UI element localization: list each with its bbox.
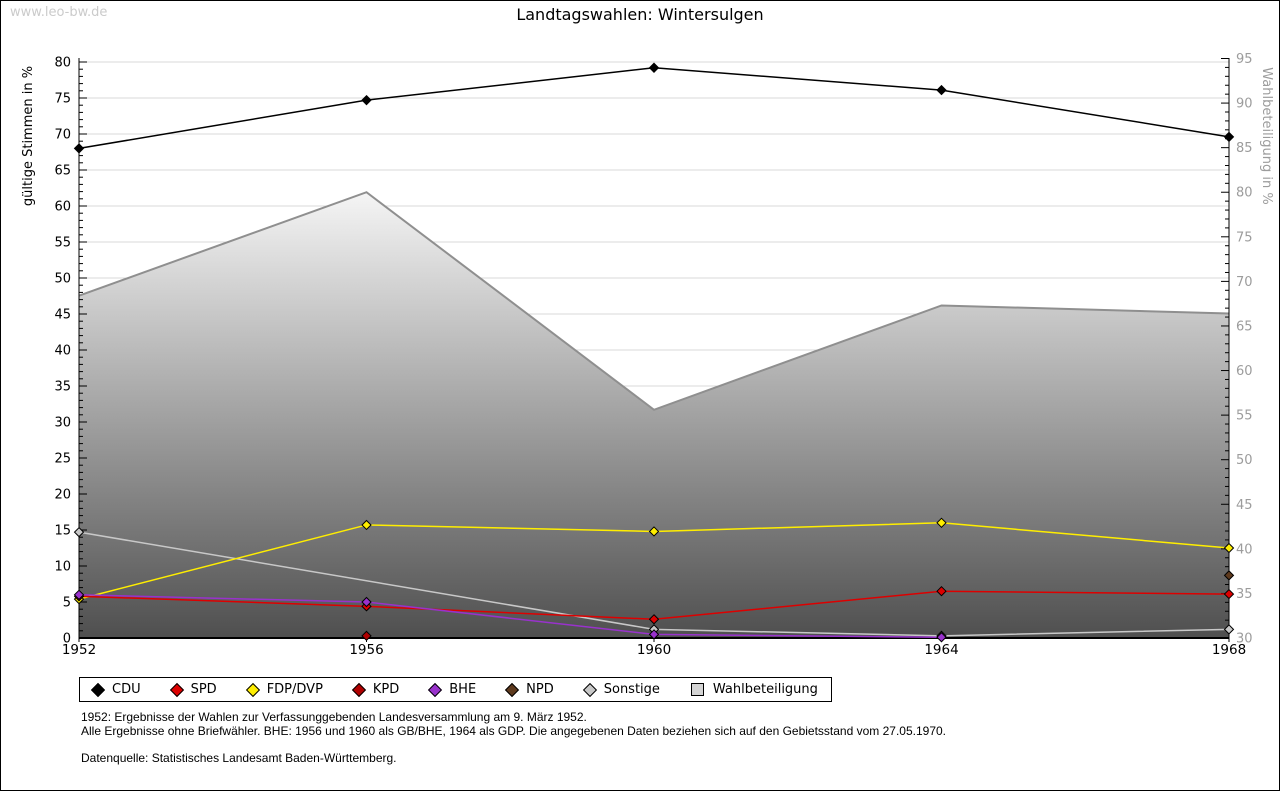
- legend-item-wahlbeteiligung: Wahlbeteiligung: [690, 682, 818, 697]
- right-tick-label: 50: [1236, 453, 1253, 468]
- left-tick-label: 35: [54, 380, 71, 395]
- left-tick-label: 55: [54, 236, 71, 251]
- footnote-line-2: Alle Ergebnisse ohne Briefwähler. BHE: 1…: [81, 724, 947, 738]
- legend-label: Sonstige: [603, 682, 660, 697]
- data-source: Datenquelle: Statistisches Landesamt Bad…: [81, 751, 397, 765]
- marker-cdu: [936, 84, 947, 96]
- turnout-area-outline: [78, 191, 1230, 411]
- right-axis-title: Wahlbeteiligung in %: [1259, 67, 1274, 204]
- left-tick-label: 40: [54, 344, 71, 359]
- left-tick-label: 80: [54, 56, 71, 71]
- right-tick-label: 75: [1236, 230, 1253, 245]
- marker-cdu: [648, 62, 660, 73]
- series-line-cdu: [78, 67, 1230, 150]
- legend-label: FDP/DVP: [266, 682, 323, 697]
- chart-footnotes: 1952: Ergebnisse der Wahlen zur Verfassu…: [81, 710, 946, 765]
- legend-item-cdu: CDU: [90, 682, 141, 697]
- chart-legend: CDU SPD FDP/DVP KPD BHE NPD Sonstige Wahlbeteil…: [79, 677, 832, 702]
- marker-fdp-dvp: [648, 526, 660, 537]
- diamond-marker-icon: [505, 682, 520, 697]
- legend-item-npd: NPD: [505, 682, 554, 697]
- marker-bhe: [73, 589, 85, 601]
- marker-kpd: [361, 630, 372, 642]
- right-tick-label: 30: [1236, 632, 1253, 647]
- turnout-area: [79, 192, 1229, 638]
- right-tick-label: 65: [1236, 319, 1253, 334]
- right-tick-label: 95: [1236, 52, 1253, 67]
- x-tick-label: 1952: [62, 642, 96, 658]
- legend-item-fdp-dvp: FDP/DVP: [245, 682, 323, 697]
- right-tick-label: 90: [1236, 97, 1253, 112]
- marker-bhe: [361, 596, 372, 608]
- marker-fdp-dvp: [936, 517, 947, 529]
- marker-cdu: [73, 143, 85, 154]
- diamond-marker-icon: [90, 682, 106, 697]
- left-tick-label: 25: [54, 452, 71, 467]
- legend-item-kpd: KPD: [351, 682, 400, 697]
- right-tick-label: 60: [1236, 364, 1253, 379]
- left-tick-label: 70: [54, 128, 71, 143]
- left-tick-label: 20: [54, 488, 71, 503]
- diamond-marker-icon: [428, 682, 443, 697]
- footnote-line-1: 1952: Ergebnisse der Wahlen zur Verfassu…: [81, 710, 587, 724]
- legend-item-spd: SPD: [169, 682, 217, 697]
- x-tick-label: 1964: [924, 642, 958, 658]
- left-tick-label: 65: [54, 164, 71, 179]
- legend-label: Wahlbeteiligung: [712, 682, 818, 697]
- legend-item-sonstige: Sonstige: [582, 682, 660, 697]
- right-tick-label: 70: [1236, 275, 1253, 290]
- marker-sonstige: [73, 526, 85, 538]
- legend-label: SPD: [190, 682, 217, 697]
- marker-sonstige: [1223, 624, 1235, 635]
- x-tick-label: 1968: [1212, 642, 1246, 658]
- marker-bhe: [648, 629, 660, 640]
- chart-canvas: 0 5 10 15 20 25 30 35 40 45 50 55 60 65 70 75 80 30 35 40 45…: [21, 52, 1274, 658]
- right-tick-label: 80: [1236, 186, 1253, 201]
- left-axis-title: gültige Stimmen in %: [21, 66, 36, 206]
- marker-spd: [936, 585, 947, 597]
- legend-label: CDU: [112, 682, 141, 697]
- marker-cdu: [361, 94, 372, 106]
- diamond-marker-icon: [582, 682, 597, 697]
- legend-item-bhe: BHE: [428, 682, 477, 697]
- right-tick-label: 55: [1236, 409, 1253, 424]
- marker-npd: [1223, 570, 1235, 581]
- right-tick-label: 85: [1236, 141, 1253, 156]
- left-tick-label: 30: [54, 416, 71, 431]
- right-tick-label: 40: [1236, 542, 1253, 557]
- diamond-marker-icon: [351, 682, 366, 697]
- left-tick-label: 15: [54, 524, 71, 539]
- legend-label: KPD: [372, 682, 400, 697]
- legend-label: BHE: [449, 682, 477, 697]
- marker-spd: [648, 614, 660, 625]
- diamond-marker-icon: [169, 682, 184, 697]
- legend-label: NPD: [526, 682, 554, 697]
- left-tick-label: 50: [54, 272, 71, 287]
- left-tick-label: 5: [63, 596, 71, 611]
- x-tick-label: 1956: [349, 642, 383, 658]
- marker-fdp-dvp: [1223, 542, 1235, 554]
- series-line-sonstige: [78, 531, 1230, 637]
- marker-fdp-dvp: [361, 519, 372, 531]
- diamond-marker-icon: [245, 682, 260, 697]
- marker-spd: [1223, 588, 1235, 600]
- left-tick-label: 75: [54, 92, 71, 107]
- series-line-bhe: [78, 594, 942, 639]
- left-tick-label: 45: [54, 308, 71, 323]
- watermark: www.leo-bw.de: [10, 5, 108, 20]
- marker-cdu: [1223, 131, 1235, 143]
- left-tick-label: 60: [54, 200, 71, 215]
- right-tick-label: 45: [1236, 498, 1253, 513]
- right-tick-label: 35: [1236, 587, 1253, 602]
- page-title: Landtagswahlen: Wintersulgen: [516, 5, 764, 24]
- left-tick-label: 0: [63, 632, 71, 647]
- marker-bhe: [936, 632, 947, 643]
- square-marker-icon: [690, 683, 704, 696]
- x-tick-label: 1960: [637, 642, 671, 658]
- left-tick-label: 10: [54, 560, 71, 575]
